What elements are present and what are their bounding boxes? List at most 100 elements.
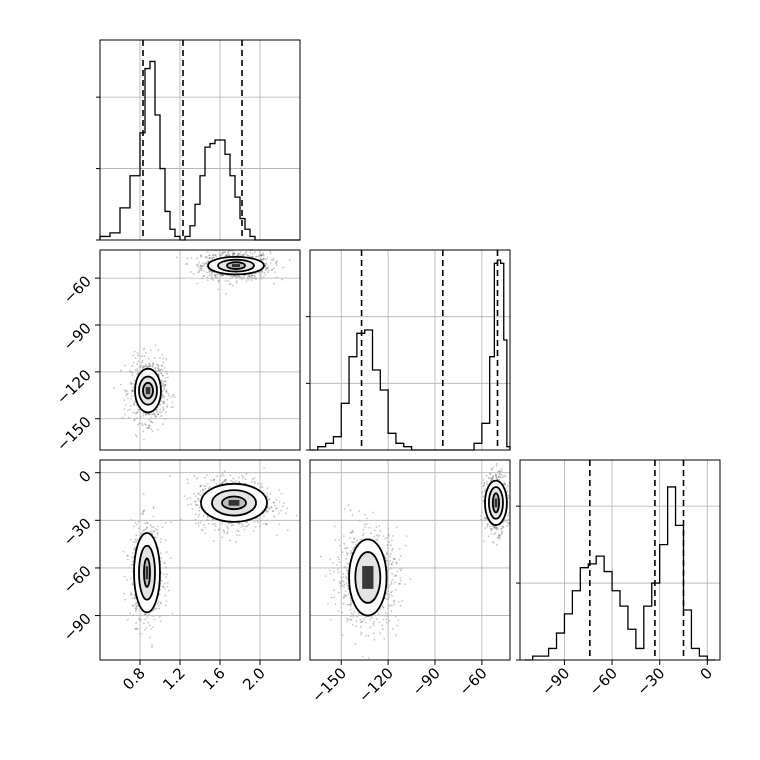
sample-point [252,530,255,532]
sample-point [351,541,354,544]
sample-point [227,252,230,255]
sample-point [373,632,375,635]
sample-point [228,283,231,286]
sample-point [197,493,200,496]
sample-point [268,498,270,501]
sample-point [483,482,486,485]
sample-point [144,618,147,621]
sample-point [161,579,163,582]
sample-point [162,357,164,360]
sample-point [378,621,381,624]
sample-point [349,608,352,611]
sample-point [388,596,391,599]
sample-point [134,357,137,359]
sample-point [243,528,246,531]
sample-point [496,462,498,465]
sample-point [485,517,488,520]
sample-point [228,242,230,244]
sample-point [246,525,249,527]
sample-point [494,527,497,530]
sample-point [144,363,147,366]
sample-point [143,509,146,512]
sample-point [262,253,265,256]
sample-point [131,605,134,608]
sample-point [493,533,495,535]
sample-point [399,577,402,579]
sample-point [350,612,353,615]
sample-point [369,626,372,629]
sample-point [239,275,241,278]
sample-point [492,528,494,530]
sample-point [500,468,503,471]
sample-point [273,504,276,507]
sample-point [228,250,231,253]
sample-point [506,524,509,527]
sample-point [266,267,269,270]
sample-point [354,643,357,645]
sample-point [201,492,204,495]
sample-point [158,411,161,414]
sample-point [327,602,329,605]
sample-point [275,499,278,502]
sample-point [236,281,239,284]
sample-point [253,480,256,483]
sample-point [237,530,240,533]
sample-point [490,529,493,532]
sample-point [164,604,167,607]
sample-point [200,521,202,524]
sample-point [249,275,251,278]
sample-point [127,397,129,400]
sample-point [501,476,504,478]
sample-point [159,356,161,359]
sample-point [240,456,242,458]
sample-point [341,579,344,582]
sample-point [125,393,128,396]
sample-point [350,552,353,555]
sample-point [142,348,145,351]
sample-point [162,402,165,405]
sample-point [227,280,230,283]
sample-point [149,524,152,527]
sample-point [278,489,281,491]
sample-point [161,365,163,368]
sample-point [390,582,393,585]
sample-point [164,385,166,388]
sample-point [212,479,215,482]
sample-point [370,615,373,618]
sample-point [254,275,256,278]
sample-point [194,495,197,498]
sample-point [137,520,140,523]
sample-point [148,418,151,421]
sample-point [267,506,269,509]
sample-point [267,271,270,274]
sample-point [373,620,376,623]
sample-point [140,512,143,515]
sample-point [169,557,172,560]
sample-point [147,426,149,429]
sample-point [161,393,164,396]
sample-point [204,485,207,488]
sample-point [225,254,228,257]
sample-point [504,483,507,486]
sample-point [136,411,139,414]
sample-point [238,252,240,255]
sample-point [349,552,352,555]
sample-point [158,368,161,371]
sample-point [271,268,273,271]
sample-point [185,263,188,265]
sample-point [223,470,226,473]
sample-point [492,475,494,478]
sample-point [132,411,135,414]
sample-point [229,474,232,477]
sample-point [204,532,207,535]
sample-point [393,600,395,603]
sample-point [498,470,501,473]
density-peak-cell [228,500,240,506]
sample-point [358,510,360,512]
sample-point [346,585,349,587]
sample-point [214,254,217,256]
sample-point [171,612,174,615]
sample-point [397,619,400,622]
sample-point [262,254,265,257]
sample-point [388,604,390,607]
